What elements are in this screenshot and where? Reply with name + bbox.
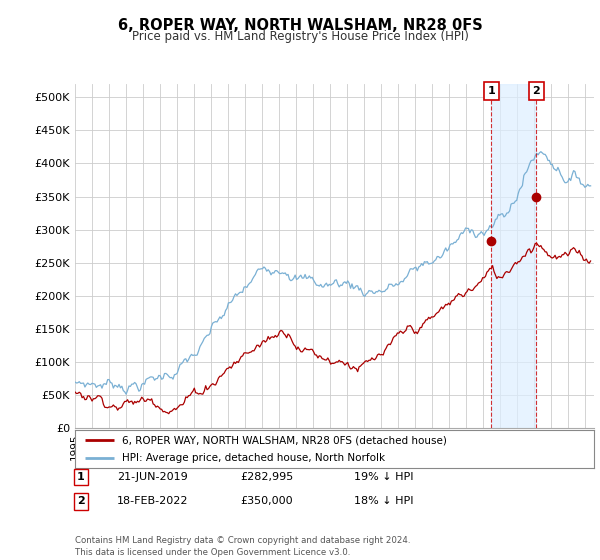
Text: Contains HM Land Registry data © Crown copyright and database right 2024.
This d: Contains HM Land Registry data © Crown c… (75, 536, 410, 557)
Text: 21-JUN-2019: 21-JUN-2019 (117, 472, 188, 482)
Text: £282,995: £282,995 (240, 472, 293, 482)
Bar (491, 84, 536, 428)
Text: 1: 1 (488, 86, 495, 96)
Text: 18% ↓ HPI: 18% ↓ HPI (354, 496, 413, 506)
Text: 18-FEB-2022: 18-FEB-2022 (117, 496, 188, 506)
Text: Price paid vs. HM Land Registry's House Price Index (HPI): Price paid vs. HM Land Registry's House … (131, 30, 469, 43)
Text: 2: 2 (533, 86, 541, 96)
Text: 6, ROPER WAY, NORTH WALSHAM, NR28 0FS: 6, ROPER WAY, NORTH WALSHAM, NR28 0FS (118, 18, 482, 33)
Text: 19% ↓ HPI: 19% ↓ HPI (354, 472, 413, 482)
Text: 6, ROPER WAY, NORTH WALSHAM, NR28 0FS (detached house): 6, ROPER WAY, NORTH WALSHAM, NR28 0FS (d… (122, 435, 446, 445)
Text: 1: 1 (77, 472, 85, 482)
Text: £350,000: £350,000 (240, 496, 293, 506)
Text: HPI: Average price, detached house, North Norfolk: HPI: Average price, detached house, Nort… (122, 453, 385, 463)
Text: 2: 2 (77, 496, 85, 506)
